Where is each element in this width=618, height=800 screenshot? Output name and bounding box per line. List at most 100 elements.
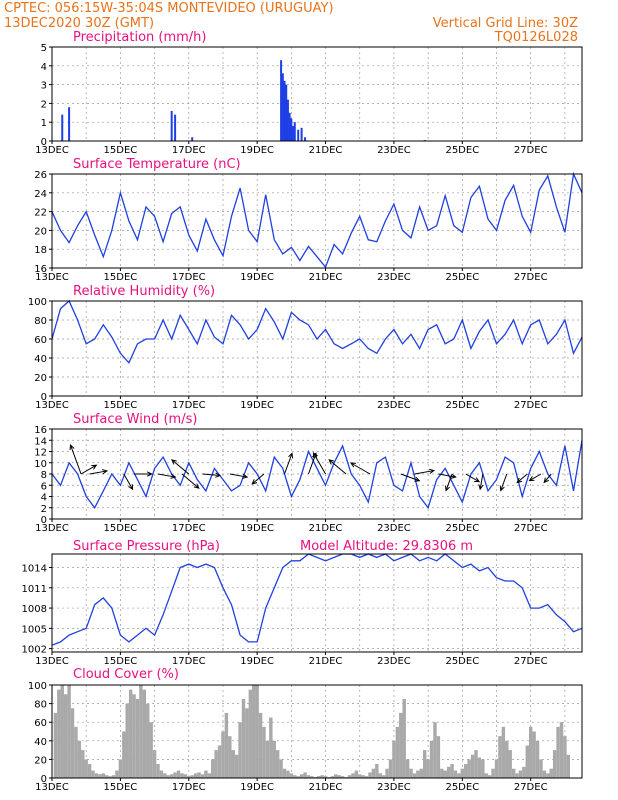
wind-arrow [284,452,294,475]
wind-arrow [229,473,249,479]
cloud-bar [289,773,294,778]
cloud-bar [159,770,164,778]
series-line-humidity [51,299,583,364]
x-tick-label: 23DEC [377,272,411,283]
precip-bar [288,112,291,141]
panel-frame [51,553,583,653]
cloud-bar [320,775,324,778]
cloud-bar [368,772,372,778]
wind-arrow [478,473,484,491]
x-tick-label: 15DEC [104,272,138,283]
model-altitude-label: Model Altitude: 29.8306 m [300,539,473,554]
x-tick-label: 19DEC [240,656,274,667]
y-tick-label: 26 [34,170,47,181]
cloud-bar [255,685,259,778]
precip-bar [293,122,296,141]
panel-title: Precipitation (mm/h) [73,30,206,45]
cloud-bar [542,770,547,778]
x-tick-label: 19DEC [240,523,274,534]
wind-arrow [157,473,177,479]
cloud-bar [125,703,129,778]
precip-bar [170,110,173,141]
cloud-bar [269,717,273,778]
x-tick-label: 23DEC [377,145,411,156]
cloud-bar [187,776,191,778]
cloud-bar [559,722,564,778]
y-tick-label: 24 [34,189,47,200]
cloud-bar [128,689,133,778]
cloud-bar [265,740,270,778]
cloud-bar [358,774,362,778]
x-tick-label: 13DEC [35,272,69,283]
cloud-bar [272,740,276,778]
cloud-bar [286,770,290,778]
y-tick-label: 1002 [22,645,47,656]
header-model-code: TQ0126L028 [494,30,578,45]
cloud-bar [412,773,417,778]
cloud-bar [74,726,78,778]
cloud-bar [207,773,211,778]
cloud-bar [221,731,225,778]
cloud-bar [306,775,311,778]
wind-arrow [202,472,222,478]
cloud-bar [135,698,140,778]
y-tick-label: 100 [28,297,47,308]
cloud-bar [193,773,198,778]
cloud-bar [241,698,246,778]
cloud-bar [77,740,82,778]
y-tick-label: 3 [41,81,47,92]
cloud-bar [101,773,105,778]
wind-arrow [80,464,98,475]
precip-bar [300,127,303,141]
x-tick-label: 13DEC [35,145,69,156]
y-tick-label: 12 [34,448,47,459]
panel-precip: 0 1 2 3 4 5 13DEC 15DEC 17DEC 19DEC 21DEC 23DEC 25DE… [35,30,583,156]
y-tick-label: 1005 [22,624,47,635]
panel-title: Surface Wind (m/s) [73,412,197,427]
cloud-bar [81,750,85,778]
cloud-bar [556,726,560,778]
cloud-bar [122,731,126,778]
cloud-bar [190,775,194,778]
x-tick-label: 23DEC [377,782,411,793]
y-tick-label: 1008 [22,604,47,615]
cloud-bar [385,768,389,778]
cloud-bar [152,750,157,778]
x-tick-label: 15DEC [104,400,138,411]
cloud-bar [166,775,170,778]
x-tick-label: 23DEC [377,656,411,667]
cloud-bar [392,740,396,778]
cloud-bar [419,768,423,778]
x-tick-label: 27DEC [514,656,548,667]
x-tick-label: 13DEC [35,782,69,793]
panel-title: Relative Humidity (%) [73,284,215,299]
wind-arrow [251,473,265,485]
cloud-bar [234,754,239,778]
cloud-bar [484,773,488,778]
cloud-bar [60,685,64,778]
cloud-bar [525,745,529,778]
cloud-bar [183,774,188,778]
cloud-bar [252,685,256,778]
cloud-bar [501,726,506,778]
cloud-bar [217,745,222,778]
x-tick-label: 25DEC [445,272,479,283]
y-tick-label: 60 [34,335,47,346]
wind-arrow [528,473,542,482]
cloud-bar [330,776,335,778]
cloud-bar [453,770,458,778]
cloud-bar [364,776,369,778]
cloud-bar [200,774,205,778]
y-tick-label: 60 [34,718,47,729]
series-line-temperature [51,171,583,269]
panel-temperature: 16 18 20 22 24 26 13DEC 15DEC 17DEC 19DEC 21DEC 23D… [34,157,583,283]
y-tick-label: 18 [34,245,47,256]
x-tick-label: 17DEC [172,523,206,534]
precip-bar [290,118,293,141]
x-tick-label: 15DEC [104,656,138,667]
cloud-bar [105,775,109,778]
y-tick-label: 4 [41,493,47,504]
cloud-bar [549,768,553,778]
panel-title: Surface Temperature (nC) [73,157,241,172]
cloud-bar [423,750,427,778]
